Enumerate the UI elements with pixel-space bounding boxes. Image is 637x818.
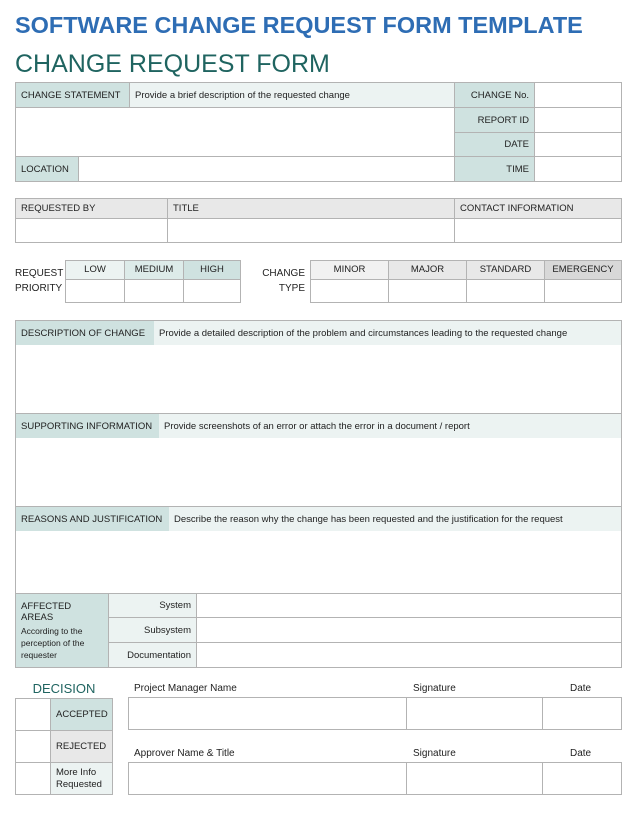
accepted-label: ACCEPTED [50,698,113,731]
change-statement-input[interactable]: Provide a brief description of the reque… [129,82,455,108]
change-type-emergency-label: EMERGENCY [544,260,622,280]
pm-name-label: Project Manager Name [134,683,237,694]
location-label: LOCATION [15,156,79,182]
report-id-label: REPORT ID [454,107,535,133]
change-type-major-label: MAJOR [388,260,467,280]
approver-signature-input[interactable] [406,762,543,795]
description-of-change-hint: Provide a detailed description of the pr… [154,321,621,345]
affected-areas-label: AFFECTED AREAS [21,600,72,623]
date-label: DATE [454,132,535,157]
change-type-minor-label: MINOR [310,260,389,280]
reasons-justification-hint: Describe the reason why the change has b… [169,507,621,531]
pm-signature-input[interactable] [406,697,543,730]
approver-date-input[interactable] [542,762,622,795]
change-type-minor-checkbox[interactable] [310,279,389,303]
time-input[interactable] [534,156,622,182]
description-of-change-label: DESCRIPTION OF CHANGE [16,321,154,345]
rejected-label: REJECTED [50,730,113,763]
accepted-checkbox[interactable] [15,698,51,731]
change-statement-body[interactable] [15,107,455,157]
approver-name-label: Approver Name & Title [134,748,235,759]
subsystem-input[interactable] [196,617,622,643]
documentation-input[interactable] [196,642,622,668]
time-label: TIME [454,156,535,182]
more-info-label: More Info Requested [50,762,113,795]
documentation-label: Documentation [108,642,197,668]
priority-high-label: HIGH [183,260,241,280]
title-input[interactable] [167,218,455,243]
change-no-label: CHANGE No. [454,82,535,108]
affected-areas-note: According to the perception of the reque… [21,625,85,660]
priority-low-checkbox[interactable] [65,279,125,303]
change-no-input[interactable] [534,82,622,108]
pm-name-input[interactable] [128,697,407,730]
decision-title: DECISION [32,681,96,696]
requested-by-input[interactable] [15,218,168,243]
pm-date-label: Date [570,683,592,694]
supporting-information-hint: Provide screenshots of an error or attac… [159,414,621,438]
request-priority-label-2: PRIORITY [15,283,63,294]
change-type-label-1: CHANGE [262,268,305,279]
pm-date-input[interactable] [542,697,622,730]
change-type-emergency-checkbox[interactable] [544,279,622,303]
page-title: SOFTWARE CHANGE REQUEST FORM TEMPLATE [15,12,583,38]
affected-areas-label-cell: AFFECTED AREAS According to the percepti… [15,593,109,668]
reasons-justification-label: REASONS AND JUSTIFICATION [16,507,169,531]
rejected-checkbox[interactable] [15,730,51,763]
change-type-standard-checkbox[interactable] [466,279,545,303]
subsystem-label: Subsystem [108,617,197,643]
contact-information-input[interactable] [454,218,622,243]
change-statement-label: CHANGE STATEMENT [15,82,130,108]
report-id-input[interactable] [534,107,622,133]
system-input[interactable] [196,593,622,618]
system-label: System [108,593,197,618]
change-type-standard-label: STANDARD [466,260,545,280]
supporting-information-label: SUPPORTING INFORMATION [16,414,159,438]
approver-date-label: Date [570,748,592,759]
title-label: TITLE [167,198,455,219]
pm-signature-label: Signature [413,683,456,694]
approver-signature-label: Signature [413,748,456,759]
date-input[interactable] [534,132,622,157]
form-subtitle: CHANGE REQUEST FORM [15,50,330,78]
location-input[interactable] [78,156,455,182]
change-type-label-2: TYPE [278,283,305,294]
requested-by-label: REQUESTED BY [15,198,168,219]
more-info-checkbox[interactable] [15,762,51,795]
change-type-major-checkbox[interactable] [388,279,467,303]
priority-high-checkbox[interactable] [183,279,241,303]
priority-medium-label: MEDIUM [124,260,184,280]
priority-medium-checkbox[interactable] [124,279,184,303]
priority-low-label: LOW [65,260,125,280]
contact-information-label: CONTACT INFORMATION [454,198,622,219]
request-priority-label-1: REQUEST [15,268,64,279]
approver-name-input[interactable] [128,762,407,795]
